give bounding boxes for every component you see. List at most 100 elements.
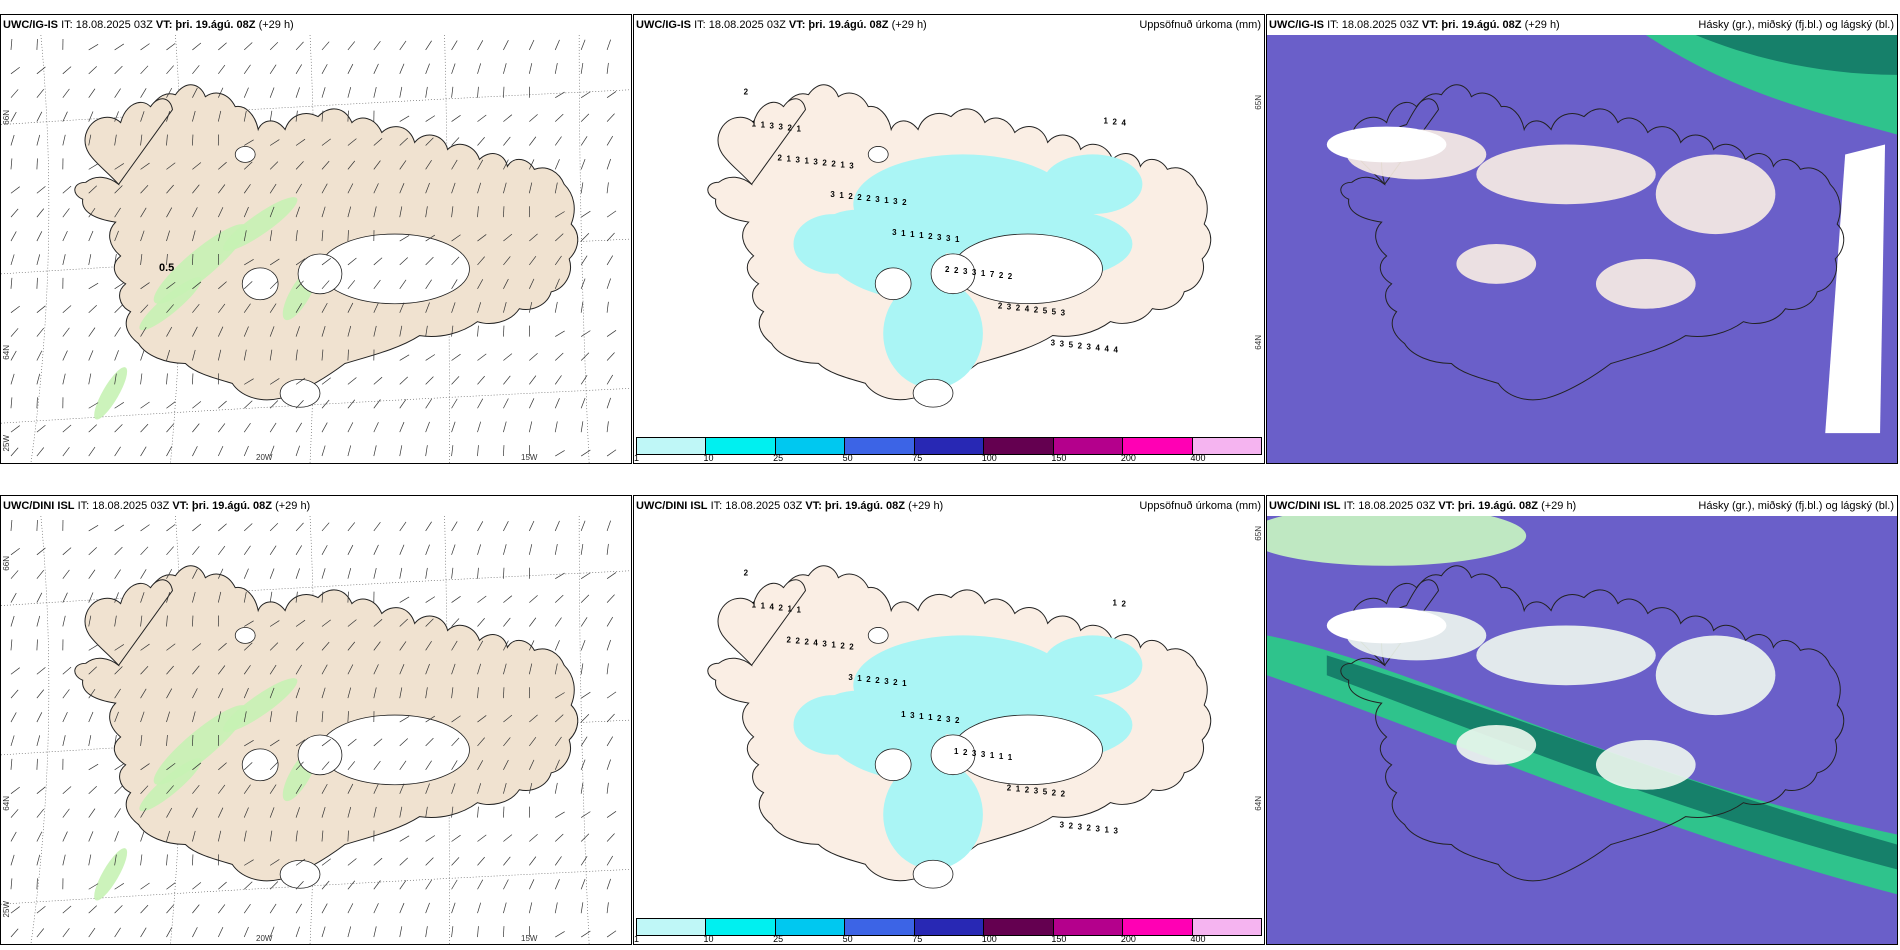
precip-area <box>793 695 874 755</box>
colorbar-label: 200 <box>1120 934 1136 944</box>
wind-barb <box>399 738 408 747</box>
wind-barb <box>399 63 405 74</box>
wind-barb <box>451 86 454 98</box>
wind-barb <box>529 278 535 289</box>
wind-barb <box>580 397 586 409</box>
precip-value: 4 <box>1113 345 1118 354</box>
colorbar-label: 50 <box>842 453 853 463</box>
wind-barb <box>580 91 591 98</box>
wind-barb <box>192 207 198 218</box>
precip-value: 1 <box>919 712 924 721</box>
wind-barb <box>477 879 484 890</box>
wind-barb <box>347 422 354 433</box>
wind-barb <box>88 524 99 532</box>
wind-barb <box>373 738 383 747</box>
wind-barb <box>347 399 356 409</box>
wind-barb <box>399 399 407 409</box>
precip-value: 2 <box>937 714 942 723</box>
wind-barb <box>503 136 511 146</box>
wind-barb <box>373 399 381 409</box>
wind-barb <box>218 545 226 556</box>
wind-barb <box>166 568 173 579</box>
wind-barb <box>477 136 485 146</box>
wind-barb <box>166 253 168 265</box>
precip-value: 1 <box>761 121 766 130</box>
wind-barb <box>529 617 537 627</box>
wind-barb <box>36 547 46 556</box>
wind-barb <box>477 663 482 675</box>
wind-barb <box>373 641 381 651</box>
wind-barb <box>269 161 279 170</box>
wind-barb <box>373 567 377 579</box>
glacier-area <box>234 627 256 644</box>
wind-barb <box>425 325 428 337</box>
wind-barb <box>218 665 226 675</box>
precip-value: 3 <box>770 122 775 131</box>
wind-barb <box>269 903 277 914</box>
wind-barb <box>166 304 174 313</box>
wind-barb <box>477 63 482 74</box>
precip-area <box>883 759 983 870</box>
westfjords-land <box>84 98 173 186</box>
wind-barb <box>477 40 484 51</box>
wind-barb <box>503 63 507 74</box>
wind-barb <box>36 38 38 50</box>
wind-barb <box>166 184 174 194</box>
wind-barb <box>451 737 460 747</box>
precip-value: 1 <box>804 156 809 165</box>
wind-barb <box>425 835 436 842</box>
wind-barb <box>554 879 560 890</box>
graticule-line <box>578 516 590 944</box>
wind-barb <box>295 664 303 675</box>
precip-value: 2 <box>1061 790 1066 799</box>
graticule-line <box>444 35 450 463</box>
wind-barb <box>451 115 461 122</box>
precip-value: 4 <box>813 638 818 647</box>
wind-barb <box>399 376 408 385</box>
wind-barb <box>244 378 254 385</box>
wind-barb <box>243 400 253 409</box>
wind-barb <box>503 445 505 457</box>
wind-barb <box>451 596 461 603</box>
wind-barb <box>399 618 408 627</box>
wind-barb <box>295 830 298 842</box>
precip-value: 3 <box>1007 303 1012 312</box>
wind-barb <box>554 39 560 51</box>
precip-value: 3 <box>893 197 898 206</box>
wind-barb <box>140 524 150 532</box>
colorbar-swatch <box>637 438 707 454</box>
wind-barb <box>166 927 173 938</box>
wind-barb <box>114 666 123 675</box>
precip-value: 3 <box>892 228 897 237</box>
wind-barb <box>451 879 458 890</box>
wind-barb <box>451 206 454 218</box>
wind-barb <box>166 423 174 433</box>
wind-barb <box>88 163 99 170</box>
colorbar-swatch <box>1053 919 1124 935</box>
wind-barb <box>503 856 511 866</box>
wind-barb <box>347 183 354 194</box>
lat-label: 65N <box>1254 95 1263 110</box>
wind-barb <box>166 373 168 385</box>
wind-barb <box>192 591 196 603</box>
wind-barb <box>218 762 227 771</box>
precip-value: 7 <box>990 270 995 279</box>
wind-barb <box>321 664 328 675</box>
wind-barb <box>451 687 454 699</box>
lat-label: 64N <box>1254 335 1263 350</box>
wind-barb <box>114 424 123 433</box>
precip-area <box>883 278 983 389</box>
lat-label: 64N <box>2 345 11 360</box>
precip-value: 3 <box>981 750 986 759</box>
wind-barb <box>217 207 224 218</box>
wind-barb <box>529 640 535 651</box>
wind-barb <box>10 735 15 747</box>
wind-barb <box>503 521 509 532</box>
wind-barb <box>88 43 99 51</box>
wind-barb <box>243 903 251 914</box>
wind-barb <box>36 88 45 98</box>
wind-barb <box>399 160 407 170</box>
wind-barb <box>555 931 565 938</box>
wind-barb <box>166 349 171 361</box>
wind-barb <box>555 833 564 842</box>
